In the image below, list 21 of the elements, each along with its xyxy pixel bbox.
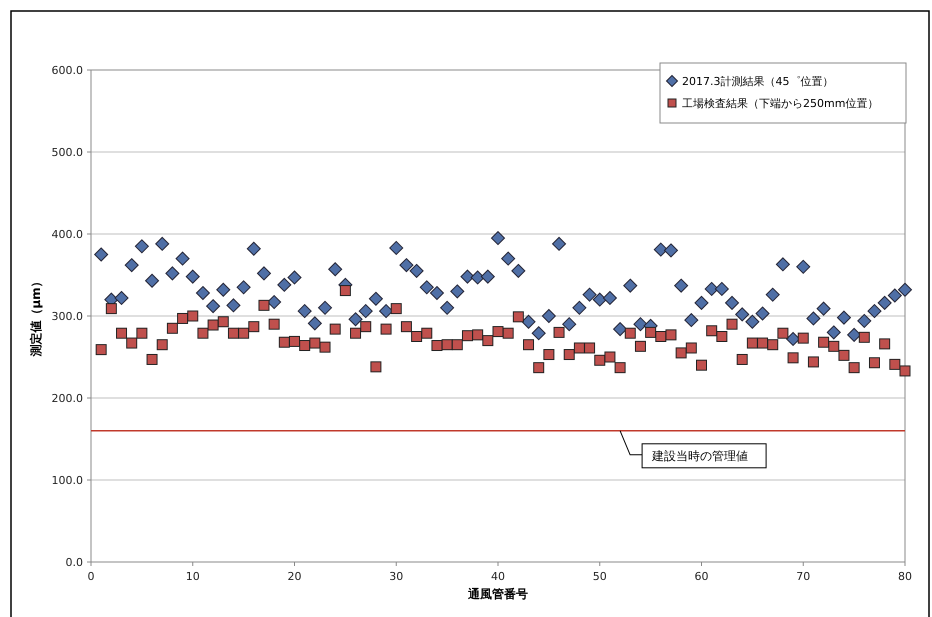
y-tick-label: 400.0 — [52, 228, 83, 241]
y-tick-label: 500.0 — [52, 146, 83, 159]
legend-label: 工場検査結果（下端から250mm位置） — [682, 97, 878, 110]
y-axis-title: 測定値（μm） — [29, 275, 43, 358]
x-tick-label: 50 — [592, 570, 607, 583]
y-tick-label: 300.0 — [52, 310, 83, 323]
x-tick-label: 30 — [389, 570, 404, 583]
x-tick-label: 80 — [898, 570, 912, 583]
x-tick-label: 70 — [796, 570, 810, 583]
y-tick-label: 0.0 — [66, 556, 83, 569]
x-tick-label: 0 — [88, 570, 94, 583]
x-tick-label: 40 — [491, 570, 505, 583]
legend-label: 2017.3計測結果（45゜位置） — [682, 75, 834, 88]
y-tick-label: 100.0 — [52, 474, 83, 487]
x-tick-label: 20 — [288, 570, 302, 583]
x-tick-label: 60 — [694, 570, 708, 583]
ref-line-label: 建設当時の管理値 — [651, 448, 748, 463]
x-tick-label: 10 — [186, 570, 200, 583]
x-axis-title: 通風管番号 — [467, 587, 528, 601]
y-tick-label: 600.0 — [52, 64, 83, 77]
y-tick-label: 200.0 — [52, 392, 83, 405]
